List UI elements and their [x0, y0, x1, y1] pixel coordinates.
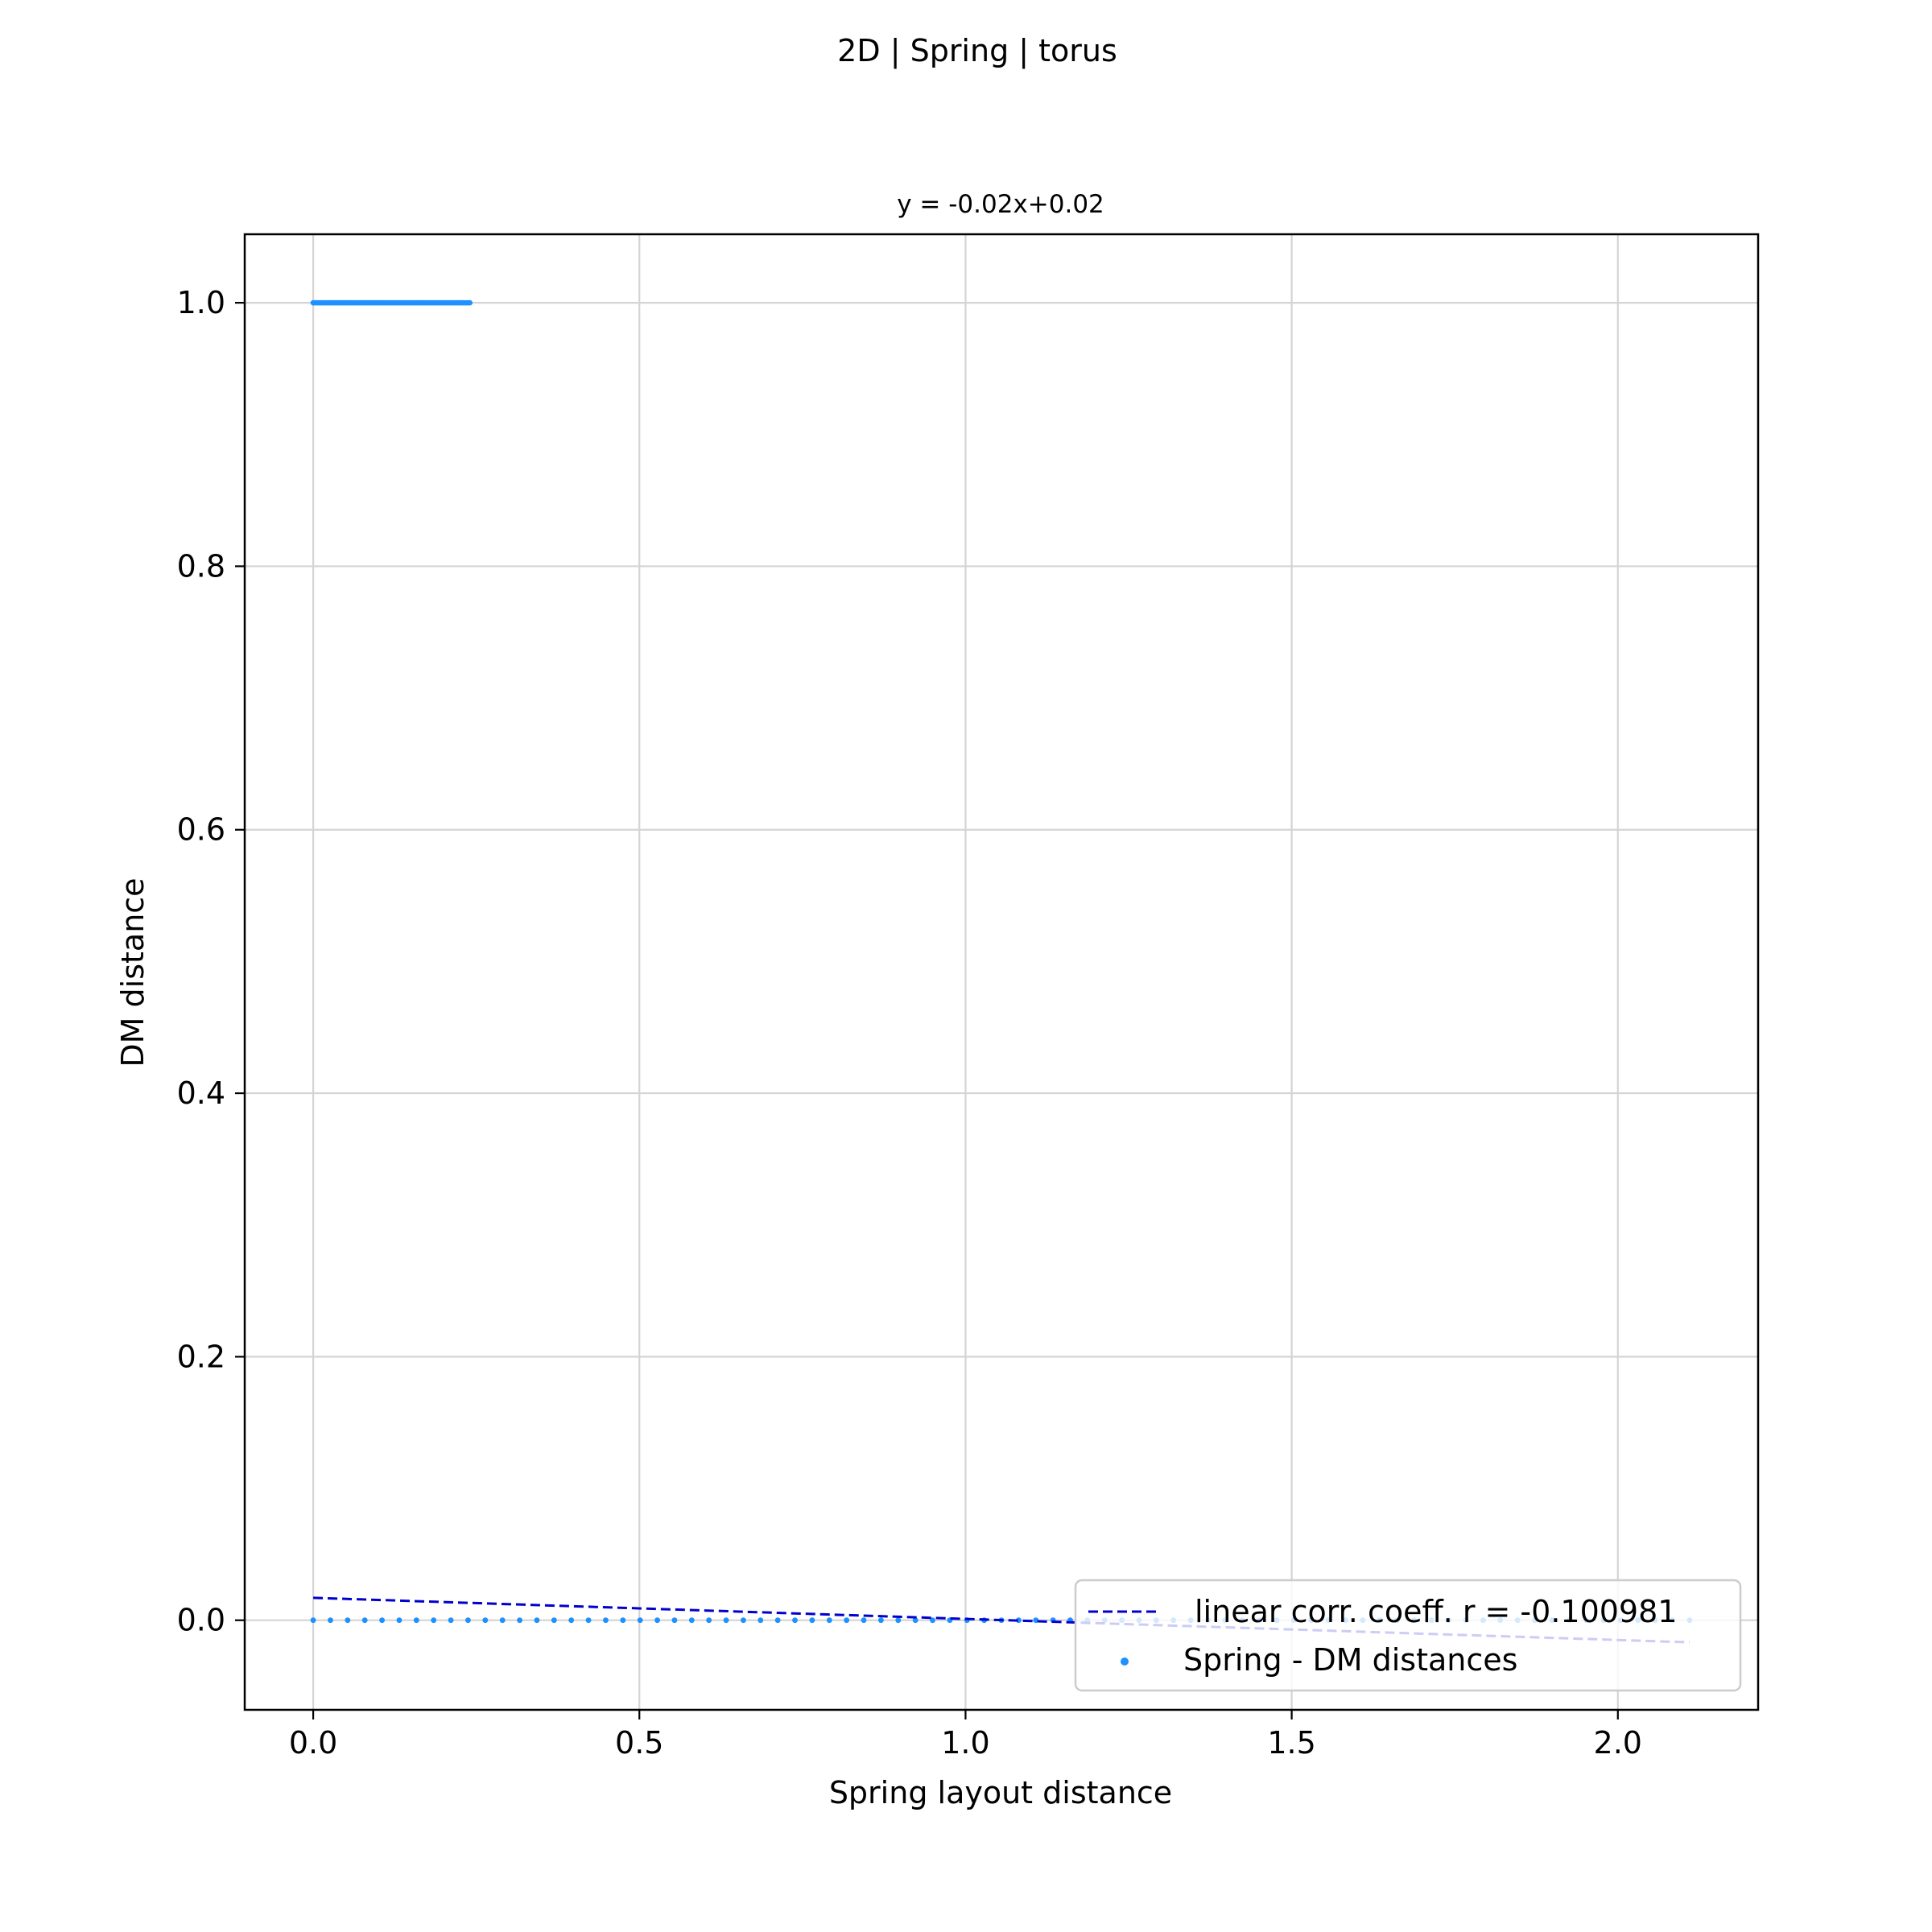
y-tick-label: 1.0 [177, 285, 225, 320]
axes-title: y = -0.02x+0.02 [897, 190, 1104, 219]
data-point [361, 1617, 368, 1624]
scatter-cluster [310, 299, 473, 306]
data-point [758, 1617, 764, 1624]
y-tick-label: 0.6 [177, 812, 225, 848]
data-point [671, 1617, 678, 1624]
y-axis: 0.0 0.2 0.4 0.6 0.8 1.0 [177, 285, 245, 1638]
legend-box [1074, 1579, 1742, 1692]
data-point [637, 1617, 643, 1624]
data-point [379, 1617, 385, 1624]
figure-title: 2D | Spring | torus [837, 33, 1117, 69]
y-tick-label: 0.2 [177, 1339, 225, 1374]
data-point [741, 1617, 746, 1624]
axes-frame [243, 233, 1760, 1711]
data-point [551, 1617, 557, 1624]
data-point [654, 1617, 660, 1624]
data-point [861, 1617, 867, 1624]
data-point [792, 1617, 798, 1624]
data-point [482, 1617, 489, 1624]
data-point [534, 1617, 540, 1624]
data-point [328, 1617, 333, 1624]
data-point [809, 1617, 815, 1624]
y-tick-label: 0.8 [177, 548, 225, 584]
data-point [912, 1617, 919, 1624]
data-point [774, 1617, 781, 1624]
data-point [499, 1617, 506, 1624]
data-point [895, 1617, 902, 1624]
data-point [844, 1617, 850, 1624]
data-point [448, 1617, 454, 1624]
data-point [396, 1617, 402, 1624]
grid [245, 234, 1758, 1710]
data-point [826, 1617, 832, 1624]
data-point [568, 1617, 575, 1624]
data-point [467, 299, 473, 306]
data-point [877, 1617, 884, 1624]
legend-dot-icon [1121, 1657, 1129, 1666]
data-point [345, 1617, 351, 1624]
data-point [1033, 1617, 1039, 1624]
y-tick-label: 0.0 [177, 1603, 225, 1638]
legend-label-scatter: Spring - DM distances [1183, 1642, 1517, 1678]
data-point [310, 1617, 316, 1624]
y-axis-label: DM distance [115, 877, 151, 1067]
data-point [517, 1617, 522, 1624]
plot-area [310, 299, 1693, 1644]
data-point [465, 1617, 471, 1624]
data-point [431, 1617, 437, 1624]
data-point [930, 1617, 935, 1624]
x-axis-label: Spring layout distance [829, 1775, 1172, 1810]
x-tick-label: 1.5 [1267, 1725, 1315, 1761]
x-tick-label: 1.0 [941, 1725, 989, 1761]
x-tick-label: 0.0 [289, 1725, 337, 1761]
y-tick-label: 0.4 [177, 1075, 225, 1111]
data-point [723, 1617, 729, 1624]
x-tick-label: 0.5 [615, 1725, 663, 1761]
data-point [603, 1617, 609, 1624]
data-point [688, 1617, 695, 1624]
data-point [706, 1617, 712, 1624]
x-axis: 0.0 0.5 1.0 1.5 2.0 [289, 1710, 1642, 1761]
data-point [413, 1617, 419, 1624]
data-point [585, 1617, 592, 1624]
x-tick-label: 2.0 [1594, 1725, 1642, 1761]
legend-label-fit: linear corr. coeff. r = -0.100981 [1195, 1594, 1677, 1629]
data-point [620, 1617, 626, 1624]
legend: linear corr. coeff. r = -0.100981 Spring… [1074, 1579, 1742, 1692]
